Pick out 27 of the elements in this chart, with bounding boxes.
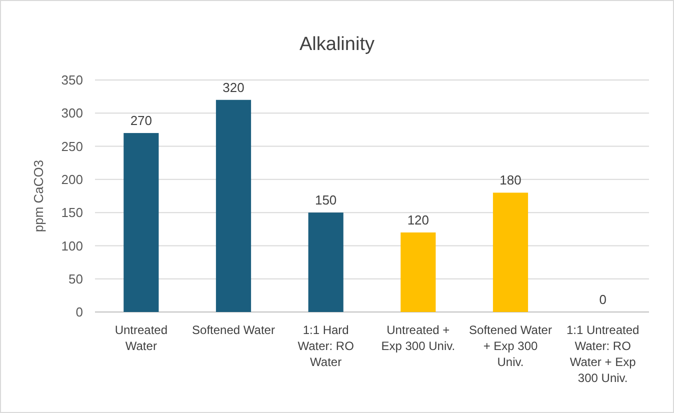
y-tick-label: 0 <box>76 304 83 320</box>
y-tick-label: 200 <box>61 172 83 187</box>
x-tick-label: 1:1 Hard Water: RO Water <box>298 323 354 369</box>
data-label: 0 <box>599 292 606 307</box>
y-tick-label: 250 <box>61 138 83 154</box>
x-tick-label: Softened Water <box>192 323 275 337</box>
bar <box>400 232 436 312</box>
data-label: 320 <box>222 80 244 95</box>
data-label: 270 <box>130 113 152 128</box>
x-tick-label: Softened Water + Exp 300 Univ. <box>469 323 552 369</box>
bar <box>124 133 159 312</box>
bar <box>308 212 344 312</box>
data-label: 150 <box>314 192 337 208</box>
chart-title: Alkalinity <box>300 34 375 55</box>
y-tick-label: 300 <box>61 106 83 121</box>
y-tick-label: 100 <box>61 238 83 254</box>
x-tick-label: 1:1 Untreated Water: RO Water + Exp 300 Univ. <box>566 323 640 385</box>
y-tick-label: 150 <box>61 205 83 220</box>
bar <box>216 100 252 312</box>
y-axis-title: ppm CaCO3 <box>31 160 46 232</box>
y-tick-label: 350 <box>61 72 83 88</box>
x-tick-label: Untreated + Exp 300 Univ. <box>381 323 456 353</box>
y-tick-label: 50 <box>68 271 83 286</box>
bar <box>492 192 528 312</box>
data-label: 180 <box>500 172 522 188</box>
x-tick-label: Untreated Water <box>114 323 168 353</box>
data-label: 120 <box>407 212 430 228</box>
